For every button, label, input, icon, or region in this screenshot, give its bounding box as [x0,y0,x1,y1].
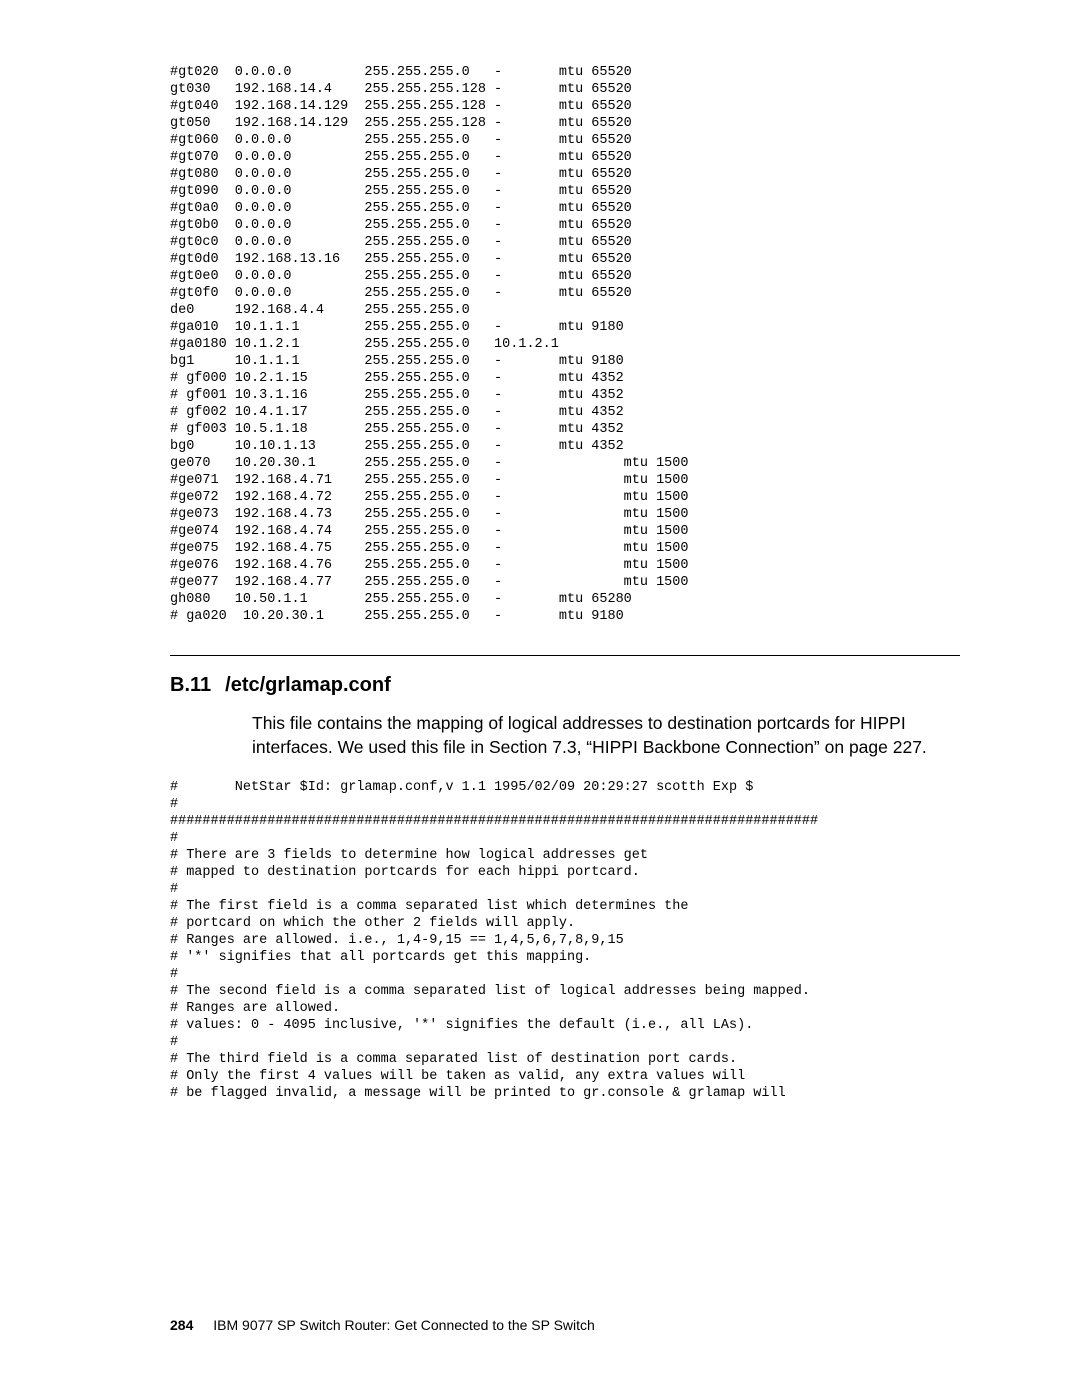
page-footer: 284 IBM 9077 SP Switch Router: Get Conne… [170,1317,595,1333]
section-number: B.11 [170,674,211,697]
page-container: #gt020 0.0.0.0 255.255.255.0 - mtu 65520… [0,0,1080,1142]
section-rule [170,655,960,656]
section-paragraph: This file contains the mapping of logica… [252,711,960,759]
grlamap-conf-code: # NetStar $Id: grlamap.conf,v 1.1 1995/0… [170,779,960,1102]
section-title: /etc/grlamap.conf [225,674,391,697]
section-heading: B.11 /etc/grlamap.conf [170,674,960,697]
interface-table-code: #gt020 0.0.0.0 255.255.255.0 - mtu 65520… [170,64,960,625]
page-number: 284 [170,1317,193,1333]
book-title: IBM 9077 SP Switch Router: Get Connected… [213,1317,595,1333]
